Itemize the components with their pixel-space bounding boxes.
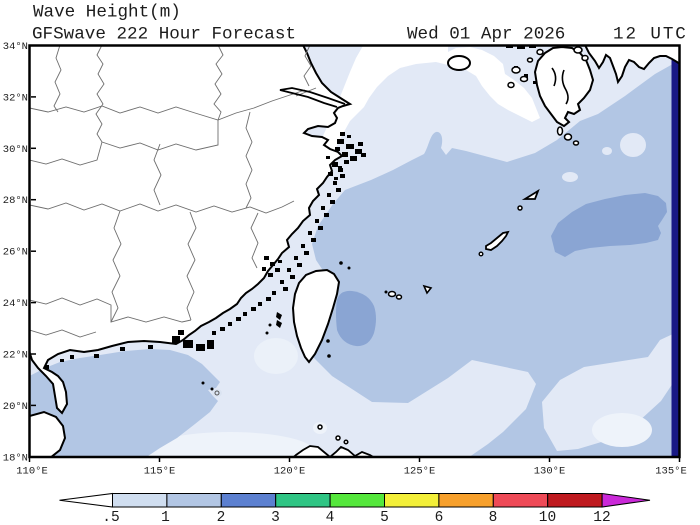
svg-text:24°N: 24°N <box>3 298 28 310</box>
svg-text:Wave Height(m): Wave Height(m) <box>33 3 181 23</box>
svg-text:135°E: 135°E <box>655 466 687 478</box>
svg-text:.5: .5 <box>102 510 119 525</box>
svg-text:6: 6 <box>435 510 444 525</box>
svg-text:18°N: 18°N <box>3 452 28 464</box>
svg-text:30°N: 30°N <box>3 144 28 156</box>
svg-text:3: 3 <box>271 510 280 525</box>
svg-text:125°E: 125°E <box>404 466 436 478</box>
svg-text:Wed 01 Apr 2026: Wed 01 Apr 2026 <box>407 25 565 45</box>
svg-text:12: 12 <box>593 510 610 525</box>
svg-text:8: 8 <box>489 510 498 525</box>
svg-text:130°E: 130°E <box>534 466 566 478</box>
svg-text:28°N: 28°N <box>3 195 28 207</box>
svg-text:5: 5 <box>380 510 389 525</box>
svg-text:32°N: 32°N <box>3 92 28 104</box>
svg-text:12 UTC: 12 UTC <box>613 25 688 45</box>
svg-text:20°N: 20°N <box>3 401 28 413</box>
svg-text:34°N: 34°N <box>3 41 28 53</box>
svg-text:26°N: 26°N <box>3 247 28 259</box>
svg-text:110°E: 110°E <box>16 466 48 478</box>
svg-text:1: 1 <box>161 510 170 525</box>
svg-text:115°E: 115°E <box>144 466 176 478</box>
svg-text:120°E: 120°E <box>274 466 306 478</box>
svg-text:4: 4 <box>326 510 335 525</box>
svg-text:2: 2 <box>217 510 226 525</box>
svg-text:22°N: 22°N <box>3 350 28 362</box>
svg-text:GFSwave 222 Hour Forecast: GFSwave 222 Hour Forecast <box>32 25 296 45</box>
svg-text:10: 10 <box>539 510 556 525</box>
